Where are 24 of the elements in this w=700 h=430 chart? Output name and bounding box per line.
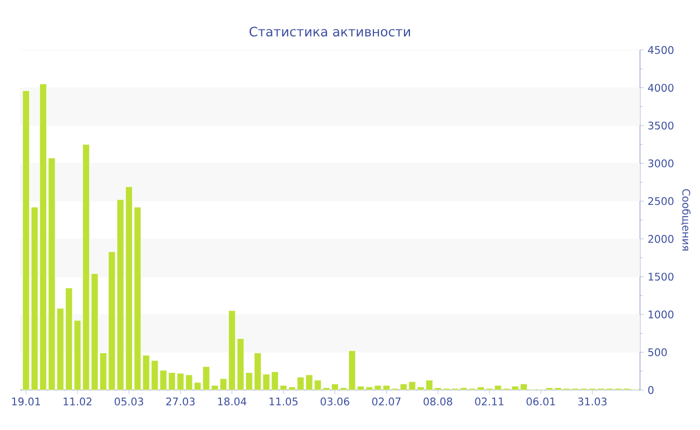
y-tick-label: 0 [648, 386, 654, 394]
x-tick-label: 08.08 [424, 398, 452, 406]
y-tick-label: 4000 [648, 84, 674, 92]
y-tick-label: 2000 [648, 234, 674, 243]
x-tick-label: 27.03 [166, 398, 195, 406]
y-tick-label: 3000 [648, 159, 674, 168]
x-tick-label: 11.05 [270, 398, 298, 406]
y-tick-label: 4500 [648, 46, 674, 54]
y-tick-label: 2500 [648, 197, 674, 206]
x-tick-label: 02.11 [475, 398, 504, 406]
y-tick-label: 500 [648, 348, 667, 356]
y-axis-title: Сообщения [681, 189, 691, 251]
chart-title: Статистика активности [250, 26, 410, 37]
x-tick-label: 19.01 [12, 398, 40, 406]
x-tick-label: 02.07 [372, 398, 400, 406]
x-tick-label: 31.03 [578, 398, 607, 406]
x-tick-label: 06.01 [526, 398, 555, 406]
x-tick-label: 18.04 [218, 398, 246, 406]
x-tick-label: 05.03 [114, 398, 144, 406]
y-tick-label: 1000 [648, 310, 674, 318]
x-tick-label: 03.06 [320, 398, 350, 406]
y-tick-label: 3500 [648, 122, 674, 130]
x-tick-label: 11.02 [64, 398, 92, 406]
y-tick-label: 1500 [648, 272, 674, 281]
